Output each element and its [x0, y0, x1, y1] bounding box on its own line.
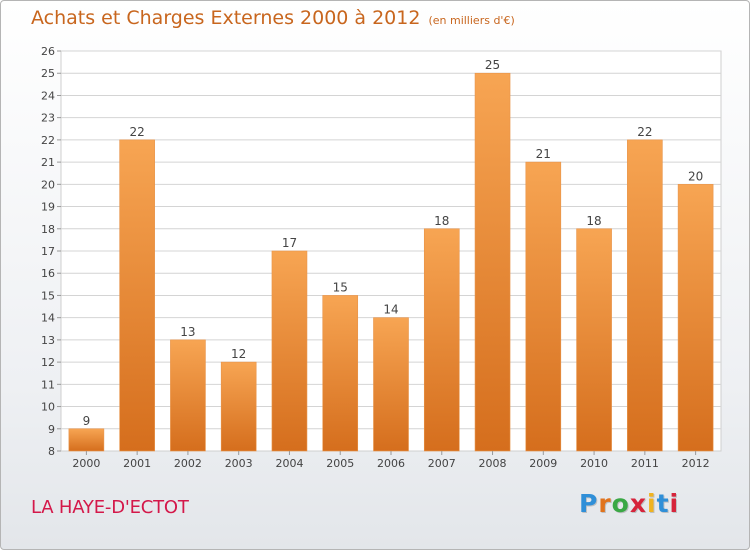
bar-2000	[68, 428, 105, 452]
y-axis-ticks: 8 9 10 11 12 13 14 15 16 17 18 19 20 21 22 23 24 25 26	[41, 45, 61, 458]
bars: 9 22 13 12 17 15 14 18 25 21 18 22 20	[68, 58, 714, 452]
bar-2002	[170, 339, 206, 452]
y-tick-label: 18	[41, 223, 55, 236]
data-label-2007: 18	[434, 214, 449, 228]
y-tick-label: 9	[48, 423, 55, 436]
y-tick-label: 13	[41, 334, 55, 347]
bar-2009	[525, 161, 562, 452]
x-axis-ticks: 2000 2001 2002 2003 2004 2005 2006 2007 2008 2009…	[72, 451, 710, 470]
x-tick-label: 2008	[479, 457, 507, 470]
data-label-2011: 22	[637, 125, 652, 139]
x-tick-label: 2009	[529, 457, 557, 470]
y-tick-label: 19	[41, 201, 55, 214]
bar-2001	[119, 139, 155, 452]
x-tick-label: 2001	[123, 457, 151, 470]
location-name: LA HAYE-D'ECTOT	[31, 497, 189, 518]
bar-2006	[373, 317, 409, 452]
x-tick-label: 2004	[275, 457, 303, 470]
bar-2011	[627, 139, 663, 452]
data-label-2006: 14	[383, 303, 398, 317]
y-tick-label: 26	[41, 45, 55, 58]
data-label-2009: 21	[536, 147, 551, 161]
chart-subtitle: (en milliers d'€)	[428, 14, 515, 27]
logo-letter: i	[647, 489, 657, 518]
y-tick-label: 20	[41, 178, 55, 191]
y-tick-label: 8	[48, 445, 55, 458]
x-tick-label: 2000	[72, 457, 100, 470]
bar-2012	[677, 184, 714, 452]
data-label-2001: 22	[130, 125, 145, 139]
data-label-2012: 20	[688, 169, 703, 183]
data-label-2005: 15	[333, 280, 348, 294]
logo-letter: x	[629, 489, 647, 518]
x-tick-label: 2012	[682, 457, 710, 470]
data-label-2004: 17	[282, 236, 297, 250]
chart-title: Achats et Charges Externes 2000 à 2012 (e…	[31, 7, 515, 29]
y-tick-label: 15	[41, 289, 55, 302]
logo-letter: P	[579, 489, 599, 518]
data-label-2000: 9	[83, 414, 91, 428]
logo-letter: r	[598, 489, 612, 518]
y-tick-label: 14	[41, 312, 55, 325]
x-tick-label: 2011	[631, 457, 659, 470]
y-tick-label: 24	[41, 89, 55, 102]
logo-letter: o	[611, 489, 630, 518]
data-label-2003: 12	[231, 347, 246, 361]
bar-2005	[322, 295, 359, 452]
logo-letter: t	[656, 489, 670, 518]
bar-2007	[423, 228, 460, 452]
y-tick-label: 16	[41, 267, 55, 280]
x-tick-label: 2010	[580, 457, 608, 470]
y-tick-label: 22	[41, 134, 55, 147]
x-tick-label: 2002	[174, 457, 202, 470]
proxiti-logo[interactable]: Proxiti	[579, 489, 679, 518]
bar-2010	[576, 228, 612, 452]
x-tick-label: 2007	[428, 457, 456, 470]
data-label-2002: 13	[180, 325, 195, 339]
data-label-2008: 25	[485, 58, 500, 72]
y-tick-label: 11	[41, 378, 55, 391]
y-tick-label: 10	[41, 401, 55, 414]
data-label-2010: 18	[586, 214, 601, 228]
y-tick-label: 17	[41, 245, 55, 258]
y-tick-label: 12	[41, 356, 55, 369]
chart-title-text: Achats et Charges Externes 2000 à 2012	[31, 7, 421, 29]
bar-2003	[220, 361, 257, 452]
y-tick-label: 21	[41, 156, 55, 169]
x-tick-label: 2006	[377, 457, 405, 470]
bar-2004	[271, 250, 308, 452]
bar-2008	[474, 72, 511, 452]
y-tick-label: 23	[41, 112, 55, 125]
x-tick-label: 2003	[225, 457, 253, 470]
x-tick-label: 2005	[326, 457, 354, 470]
logo-letter: i	[669, 489, 680, 518]
y-tick-label: 25	[41, 67, 55, 80]
